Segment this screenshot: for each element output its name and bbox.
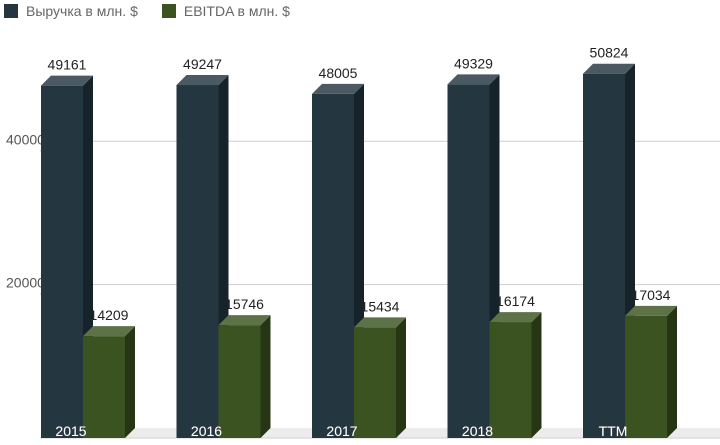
data-label: 50824 [590,45,629,61]
bar-side-face [531,312,542,438]
legend-label-ebitda: EBITDA в млн. $ [183,3,290,19]
legend-swatch-ebitda [161,4,176,18]
bar-front-face [354,327,396,438]
legend-item-revenue: Выручка в млн. $ [4,3,138,19]
data-label: 49329 [454,55,493,71]
bar-top-face [41,75,93,86]
bar-top-face [354,317,406,328]
y-tick-label: 40000 [6,131,45,147]
bar-front-face [489,322,532,438]
bar-ebitda-2017 [354,317,406,438]
bar-top-face [83,326,135,337]
bar-top-face [583,63,635,74]
data-label: 48005 [319,65,358,81]
data-label: 15746 [225,296,264,312]
bar-ebitda-2018 [489,312,542,438]
bar-side-face [260,315,271,438]
data-label: 14209 [90,307,129,323]
bar-front-face [218,325,261,438]
bar-front-face [447,84,490,438]
bar-top-face [447,74,500,85]
bar-front-face [83,336,125,438]
bar-top-face [218,315,271,326]
bar-top-face [489,312,542,323]
legend-label-revenue: Выручка в млн. $ [26,3,138,19]
data-label: 16174 [496,293,535,309]
bar-front-face [625,315,667,438]
bar-ebitda-2016 [218,315,271,438]
legend-item-ebitda: EBITDA в млн. $ [161,3,290,19]
data-label: 15434 [361,298,400,314]
bar-top-face [312,83,364,94]
x-category-label: 2016 [191,423,222,439]
data-label: 49161 [48,57,87,73]
bar-side-face [667,305,677,438]
bar-top-face [176,75,229,86]
bar-side-face [125,326,135,438]
chart-legend: Выручка в млн. $ EBITDA в млн. $ [4,2,290,20]
bar-front-face [176,85,219,439]
y-tick-label: 20000 [6,275,45,291]
data-label: 17034 [632,287,671,303]
bar-ebitda-TTM [625,305,677,438]
bar-top-face [625,305,677,316]
bar-ebitda-2015 [83,326,135,438]
x-category-label: 2015 [55,423,86,439]
x-category-label: 2018 [462,423,493,439]
bar-front-face [41,85,83,438]
x-category-label: TTM [599,423,628,439]
legend-swatch-revenue [4,4,18,18]
x-category-label: 2017 [326,423,357,439]
bar-side-face [396,317,406,438]
bar-front-face [312,93,354,438]
bar-front-face [583,73,625,439]
data-label: 49247 [183,56,222,72]
